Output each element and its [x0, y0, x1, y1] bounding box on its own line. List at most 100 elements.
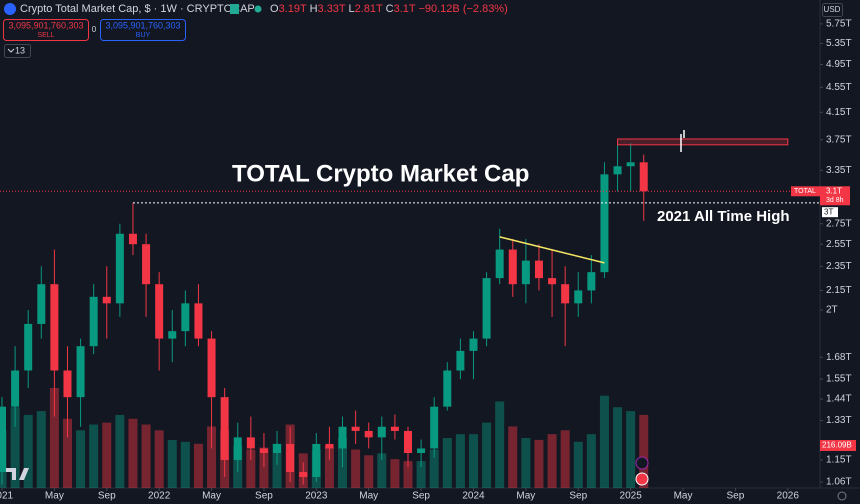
ohlc-label: C	[386, 3, 394, 15]
candle-body	[626, 162, 635, 167]
y-tick-label: 4.95T	[826, 59, 852, 70]
ohlc-value: 3.1T	[394, 3, 416, 15]
volume-bar	[639, 414, 649, 488]
y-tick-label: 5.75T	[826, 19, 852, 30]
buy-label: BUY	[136, 32, 151, 39]
candle-body	[443, 370, 452, 407]
candle-body	[102, 296, 111, 304]
ohlc: O3.19T H3.33T L2.81T C3.1T −90.12B (−2.8…	[270, 3, 508, 15]
volume-bar	[560, 430, 570, 488]
candle-body	[364, 430, 373, 438]
y-tick-label: 5.35T	[826, 38, 852, 49]
alert-tag	[822, 207, 838, 218]
symbol-tag-label: TOTAL	[794, 188, 816, 195]
x-tick-label: 2021	[0, 491, 14, 502]
status-dot	[254, 5, 262, 13]
volume-bar	[102, 422, 112, 488]
candle-body	[417, 448, 426, 453]
candle-body	[377, 426, 386, 438]
candle-body	[561, 284, 570, 304]
ohlc-label: L	[349, 3, 355, 15]
candle-body	[521, 260, 530, 285]
volume-bar	[416, 461, 426, 488]
volume-bar	[141, 424, 151, 488]
candle-body	[220, 397, 229, 460]
candle-body	[259, 448, 268, 453]
volume-bar	[10, 407, 20, 488]
indicators-count[interactable]: 13	[15, 45, 25, 55]
currency-button[interactable]	[822, 3, 843, 17]
annotation: TOTAL Crypto Market Cap	[232, 160, 529, 187]
ohlc-value: 3.19T	[279, 3, 307, 15]
candle-body	[390, 426, 399, 431]
candle-body	[50, 284, 59, 371]
symbol-tag	[791, 186, 820, 197]
volume-bar	[626, 411, 636, 488]
indicators-toggle[interactable]	[4, 44, 31, 58]
volume-bar	[390, 459, 400, 488]
candle-body	[469, 338, 478, 351]
x-tick-label: May	[202, 491, 221, 502]
volume-bar	[128, 418, 138, 488]
x-tick-label: May	[45, 491, 64, 502]
settings-icon[interactable]	[837, 491, 847, 501]
candle-body	[233, 437, 242, 460]
ohlc-change: −90.12B (−2.83%)	[418, 3, 507, 15]
sell-button[interactable]	[3, 19, 89, 41]
volume-bar	[495, 401, 505, 488]
candle-body	[11, 370, 20, 407]
candle-body	[495, 249, 504, 279]
volume-bar	[377, 453, 387, 488]
volume-bar	[521, 438, 531, 488]
volume-bar	[442, 438, 452, 488]
y-tick-label: 2.15T	[826, 285, 852, 296]
plot-layer: TOTAL Crypto Market Cap 2021 All Time Hig…	[0, 130, 820, 485]
y-tick-label: 2T	[826, 305, 838, 316]
volume-bar	[508, 426, 518, 488]
y-tick-label: 1.68T	[826, 352, 852, 363]
candle-body	[273, 443, 282, 453]
x-tick-label: Sep	[255, 491, 273, 502]
currency[interactable]: USD	[824, 5, 841, 14]
event-icon[interactable]	[635, 456, 649, 470]
symbol-icon[interactable]	[4, 3, 16, 15]
volume-bar	[351, 449, 361, 488]
candle-body	[0, 406, 6, 473]
candle-body	[338, 426, 347, 449]
logo[interactable]	[6, 468, 29, 480]
symbol-title[interactable]: Crypto Total Market Cap, $ · 1W · CRYPTO…	[20, 3, 255, 15]
buy-button[interactable]	[100, 19, 186, 41]
volume-bar	[246, 449, 256, 488]
volume-bar	[167, 439, 177, 488]
y-tick-label: 4.15T	[826, 107, 852, 118]
y-tick-label: 1.55T	[826, 374, 852, 385]
volume-bar	[62, 418, 72, 488]
volume-bar	[180, 441, 190, 488]
candle-body	[89, 296, 98, 347]
x-tick-label: May	[359, 491, 378, 502]
candle-body	[115, 233, 124, 304]
x-tick-label: Sep	[412, 491, 430, 502]
candle-body	[482, 278, 491, 339]
volume-bar	[207, 426, 217, 488]
y-tick-label: 3.35T	[826, 165, 852, 176]
flag-icon[interactable]	[230, 4, 239, 14]
candle-body	[600, 174, 609, 273]
candle-body	[37, 284, 46, 324]
volume-bar	[364, 455, 374, 488]
sell-price: 3,095,901,760,303	[8, 20, 83, 30]
candle-body	[128, 233, 137, 245]
y-tick-label: 1.06T	[826, 477, 852, 488]
event-icon[interactable]	[635, 472, 649, 486]
candle-body	[508, 249, 517, 285]
x-tick-label: May	[674, 491, 693, 502]
y-tick-label: 2.75T	[826, 218, 852, 229]
y-tick-label: 2.55T	[826, 239, 852, 250]
x-tick-label: 2022	[148, 491, 171, 502]
y-tick-label: 1.44T	[826, 394, 852, 405]
candle-body	[456, 350, 465, 371]
candle-body	[430, 406, 439, 449]
countdown: 3d 8h	[826, 197, 844, 204]
